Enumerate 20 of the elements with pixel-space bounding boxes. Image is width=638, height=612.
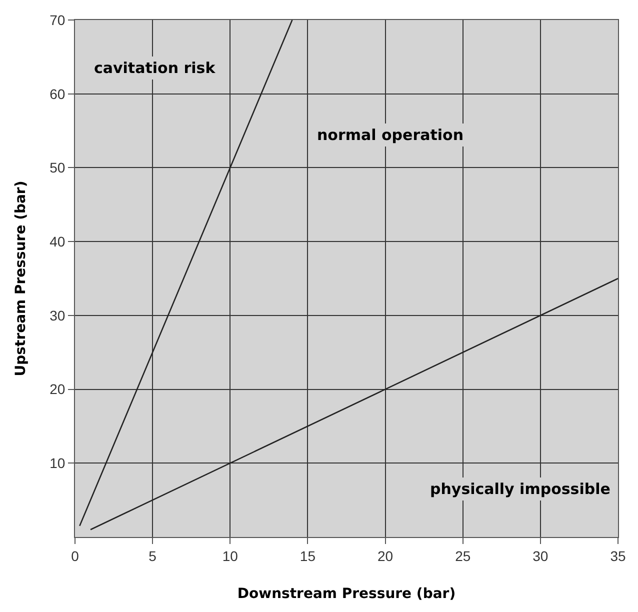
x-tick-label: 10 (222, 548, 238, 564)
y-tick-label: 60 (50, 86, 66, 102)
x-tick-label: 0 (71, 548, 80, 564)
y-tick-label: 40 (50, 233, 66, 250)
y-tick-label: 20 (50, 381, 66, 398)
x-tick-label: 30 (532, 548, 548, 564)
x-tick-label: 15 (300, 548, 316, 564)
y-axis-title: Upstream Pressure (bar) (13, 180, 30, 376)
x-tick-label: 35 (610, 548, 626, 564)
annotation: normal operation (317, 126, 464, 144)
x-tick-label: 20 (378, 548, 394, 564)
y-tick-label: 70 (50, 12, 66, 28)
annotation: physically impossible (430, 480, 610, 498)
y-tick-label: 10 (50, 455, 66, 472)
y-tick-label: 30 (50, 307, 66, 324)
annotation: cavitation risk (94, 59, 216, 77)
y-tick-label: 50 (50, 160, 66, 176)
x-axis-title: Downstream Pressure (bar) (237, 586, 456, 602)
x-tick-label: 5 (148, 548, 157, 564)
x-tick-label: 25 (455, 548, 471, 564)
